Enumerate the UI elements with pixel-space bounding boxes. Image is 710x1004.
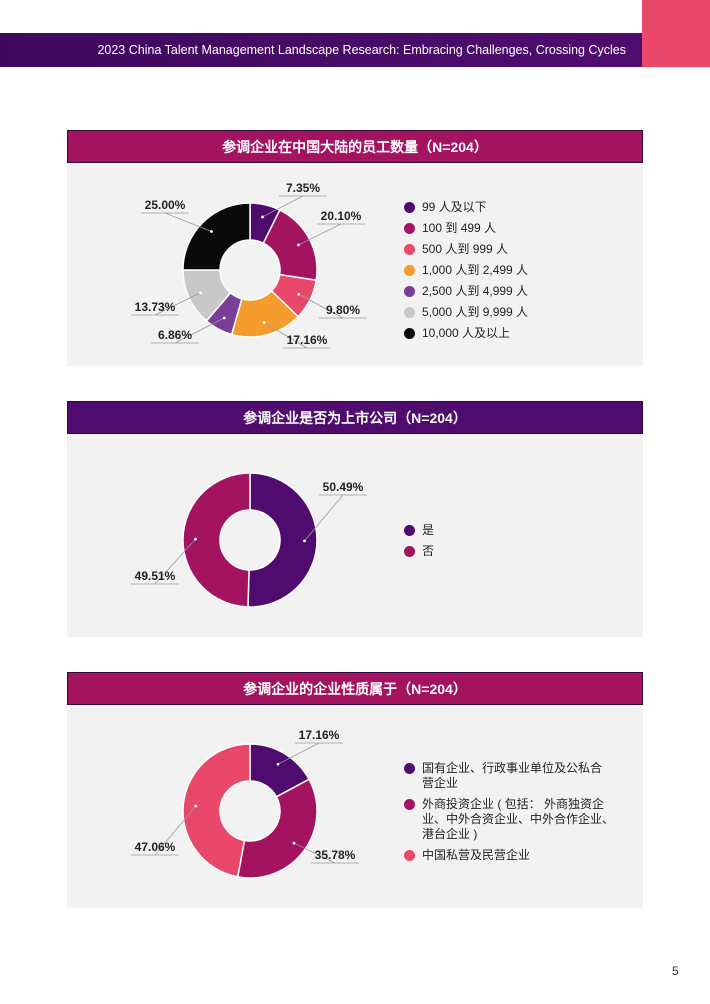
leader-dot-2-1 <box>292 841 296 845</box>
legend-dot-icon <box>404 286 415 297</box>
leader-dot-0-6 <box>210 230 213 233</box>
data-label-0-0: 7.35% <box>286 181 320 195</box>
donut-chart-employees: 7.35%20.10% 9.80% 17.16% 6.86% 13.73% 25.00% <box>131 181 367 349</box>
data-label-1-0: 50.49% <box>323 480 364 494</box>
legend-item: 否 <box>404 544 434 559</box>
legend-label: 是 <box>422 523 435 537</box>
legend-label: 500 人到 999 人 <box>422 242 509 256</box>
legend-dot-icon <box>404 223 415 234</box>
chart-title-listed: 参调企业是否为上市公司（N=204） <box>67 401 643 434</box>
leader-line-0-5 <box>154 292 201 316</box>
legend-dot-icon <box>404 850 415 861</box>
chart-title-ownership: 参调企业的企业性质属于（N=204） <box>67 672 643 705</box>
legend-item: 99 人及以下 <box>404 200 528 215</box>
legend-label: 否 <box>422 544 435 558</box>
legend-label: 1,000 人到 2,499 人 <box>422 263 529 277</box>
legend-item: 1,000 人到 2,499 人 <box>404 263 528 278</box>
donut-slice-2-2 <box>182 743 251 878</box>
legend-dot-icon <box>404 763 415 774</box>
legend-item: 100 到 499 人 <box>404 221 528 236</box>
leader-dot-0-0 <box>261 215 264 219</box>
corner-accent <box>642 0 710 67</box>
data-label-1-1: 49.51% <box>135 569 176 583</box>
data-label-0-3: 17.16% <box>287 333 328 347</box>
legend-label: 5,000 人到 9,999 人 <box>422 305 529 319</box>
legend-item: 国有企业、行政事业单位及公私合 营企业 <box>404 761 614 791</box>
legend-label: 2,500 人到 4,999 人 <box>422 284 529 298</box>
legend-item: 2,500 人到 4,999 人 <box>404 284 528 299</box>
legend-dot-icon <box>404 799 415 810</box>
leader-line-2-2 <box>154 805 197 856</box>
legend-item: 是 <box>404 523 434 538</box>
legend-item: 10,000 人及以上 <box>404 326 528 341</box>
chart-panel-employees <box>67 163 643 366</box>
leader-line-0-0 <box>262 195 304 218</box>
legend-label: 中国私营及民营企业 <box>422 848 531 862</box>
legend-label: 国有企业、行政事业单位及公私合 营企业 <box>422 761 603 790</box>
legend-label: 99 人及以下 <box>422 200 487 214</box>
leader-line-0-3 <box>263 322 308 349</box>
chart-panel-listed <box>67 434 643 637</box>
report-title: 2023 China Talent Management Landscape R… <box>97 43 626 57</box>
chart-panel-ownership <box>67 705 643 908</box>
legend-item: 500 人到 999 人 <box>404 242 528 257</box>
legend-dot-icon <box>404 202 415 213</box>
legend-item: 中国私营及民营企业 <box>404 848 614 863</box>
leader-line-0-6 <box>164 212 212 232</box>
leader-dot-2-2 <box>194 804 198 808</box>
leader-line-2-0 <box>277 742 320 765</box>
leader-line-1-0 <box>304 494 344 542</box>
chart-title-employees: 参调企业在中国大陆的员工数量（N=204） <box>67 130 643 163</box>
legend-label: 外商投资企业 ( 包括： 外商独资企 业、中外合资企业、中外合作企业、 港台企业 ) <box>422 797 615 841</box>
legend-employees: 99 人及以下 100 到 499 人 500 人到 999 人 1,000 人到 2… <box>404 200 528 347</box>
legend-label: 10,000 人及以上 <box>422 326 511 340</box>
legend-item: 外商投资企业 ( 包括： 外商独资企 业、中外合资企业、中外合作企业、 港台企业 ) <box>404 797 614 842</box>
leader-dot-0-4 <box>222 316 226 320</box>
donut-chart-listed: 50.49% 49.51% <box>131 472 367 608</box>
legend-ownership: 国有企业、行政事业单位及公私合 营企业外商投资企业 ( 包括： 外商独资企 业、中外… <box>404 761 614 869</box>
data-label-2-1: 35.78% <box>315 848 356 862</box>
legend-dot-icon <box>404 265 415 276</box>
donut-slice-0-6 <box>182 202 251 271</box>
donut-slice-1-0 <box>247 472 318 608</box>
leader-dot-2-0 <box>276 762 280 766</box>
data-label-0-4: 6.86% <box>158 328 192 342</box>
leader-dot-0-2 <box>297 292 301 296</box>
leader-dot-0-1 <box>297 243 300 247</box>
donut-slice-1-1 <box>182 472 251 608</box>
legend-dot-icon <box>404 546 415 557</box>
legend-dot-icon <box>404 525 415 536</box>
report-header: 2023 China Talent Management Landscape R… <box>0 33 642 67</box>
legend-dot-icon <box>404 307 415 318</box>
leader-dot-0-3 <box>262 321 266 325</box>
leader-dot-1-1 <box>194 537 197 541</box>
legend-listed: 是否 <box>404 523 434 565</box>
legend-dot-icon <box>404 328 415 339</box>
leader-line-0-4 <box>174 317 225 344</box>
page-number: 5 <box>672 964 679 978</box>
data-label-0-6: 25.00% <box>145 198 186 212</box>
leader-line-0-1 <box>298 223 342 246</box>
data-label-2-0: 17.16% <box>299 728 340 742</box>
legend-item: 5,000 人到 9,999 人 <box>404 305 528 320</box>
leader-line-2-1 <box>293 842 336 864</box>
leader-line-1-1 <box>154 538 196 585</box>
data-label-0-2: 9.80% <box>326 303 360 317</box>
donut-slice-2-1 <box>236 778 318 879</box>
leader-dot-0-5 <box>199 291 202 295</box>
leader-dot-1-0 <box>303 539 306 543</box>
legend-dot-icon <box>404 244 415 255</box>
data-label-0-1: 20.10% <box>321 209 362 223</box>
leader-line-0-2 <box>298 293 344 319</box>
legend-label: 100 到 499 人 <box>422 221 497 235</box>
donut-chart-ownership: 17.16% 35.78% 47.06% <box>131 728 359 879</box>
data-label-0-5: 13.73% <box>135 300 176 314</box>
data-label-2-2: 47.06% <box>135 840 176 854</box>
